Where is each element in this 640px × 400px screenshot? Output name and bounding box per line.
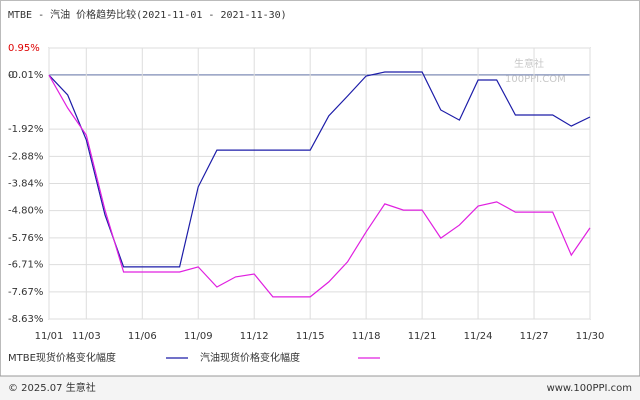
legend-label: 汽油现货价格变化幅度: [200, 351, 300, 364]
y-tick-label: 0.95%: [8, 43, 40, 54]
y-tick-label: -5.76%: [8, 233, 43, 244]
y-tick-label: 0: [8, 70, 14, 81]
chart-title: MTBE - 汽油 价格趋势比较(2021-11-01 - 2021-11-30…: [8, 8, 287, 21]
x-tick-label: 11/30: [576, 331, 605, 342]
y-tick-label: -2.88%: [8, 151, 43, 162]
watermark-name: 生意社: [514, 57, 544, 70]
x-tick-label: 11/03: [72, 331, 101, 342]
series-line: [48, 74, 591, 298]
y-tick-label: -1.92%: [8, 124, 43, 135]
x-tick-label: 11/15: [296, 331, 325, 342]
x-tick-label: 11/18: [352, 331, 381, 342]
x-tick-label: 11/09: [184, 331, 213, 342]
x-tick-label: 11/01: [35, 331, 64, 342]
x-tick-label: 11/21: [408, 331, 437, 342]
y-tick-label: -8.63%: [8, 314, 43, 325]
y-tick-label: -0.01%: [8, 70, 43, 81]
legend-label: MTBE现货价格变化幅度: [8, 351, 116, 364]
x-tick-label: 11/12: [240, 331, 269, 342]
footer-site: www.100PPI.com: [547, 383, 632, 394]
y-tick-label: -6.71%: [8, 260, 43, 271]
series-line: [48, 71, 591, 268]
x-tick-label: 11/24: [464, 331, 493, 342]
watermark-site: 100PPI.COM: [505, 74, 566, 85]
footer-bg: [0, 376, 640, 400]
y-tick-label: -4.80%: [8, 206, 43, 217]
x-tick-label: 11/06: [128, 331, 157, 342]
y-tick-label: -7.67%: [8, 287, 43, 298]
y-tick-label: -3.84%: [8, 179, 43, 190]
x-tick-label: 11/27: [520, 331, 549, 342]
footer-copyright: © 2025.07 生意社: [8, 381, 96, 394]
